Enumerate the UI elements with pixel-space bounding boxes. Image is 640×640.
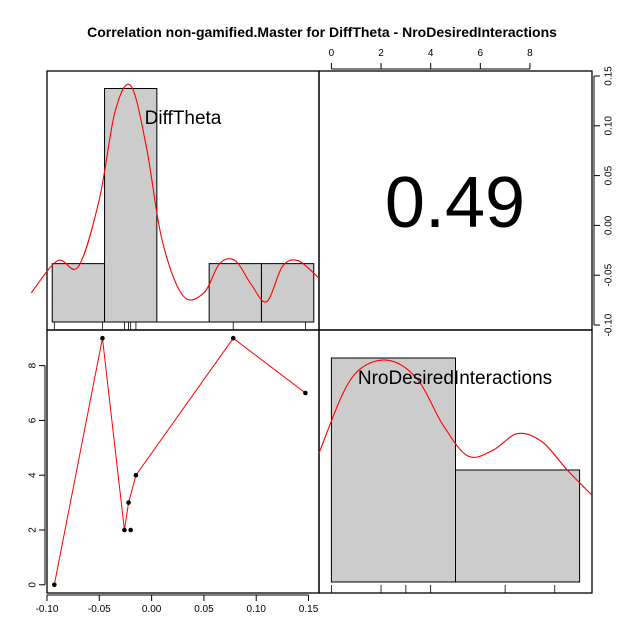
histogram-bar <box>51 263 106 323</box>
tick-label: -0.05 <box>88 604 111 615</box>
tick-label: 8 <box>527 48 533 59</box>
density-curve <box>318 359 593 496</box>
tick-label: 8 <box>28 362 39 368</box>
tick-label: 4 <box>428 48 434 59</box>
tick-label: 4 <box>28 472 39 478</box>
scatter-panel <box>52 335 308 588</box>
desired-interactions-label: NroDesiredInteractions <box>358 368 552 389</box>
panel-bottom-left <box>46 329 320 594</box>
tick-label: 6 <box>28 417 39 423</box>
tick-label: 0.00 <box>604 215 615 235</box>
tick-label: 0 <box>329 48 335 59</box>
tick-label: 2 <box>28 527 39 533</box>
tick-label: 0.15 <box>604 66 615 86</box>
data-point <box>303 390 308 396</box>
chart-title: Correlation non-gamified.Master for Diff… <box>87 24 557 40</box>
tick-label: 6 <box>478 48 484 59</box>
tick-label: 0.15 <box>299 604 319 615</box>
diff-theta-label: DiffTheta <box>145 108 222 129</box>
data-point <box>133 472 139 478</box>
diff-theta-right-axis: -0.10 -0.05 0.00 0.05 0.10 0.15 <box>593 66 615 336</box>
diff-theta-histogram <box>30 83 320 330</box>
panel-bottom-right <box>318 329 593 594</box>
density-curve <box>30 83 320 303</box>
tick-label: -0.10 <box>604 313 615 336</box>
data-point <box>128 527 133 533</box>
correlation-value: 0.49 <box>385 163 525 243</box>
desired-interactions-histogram <box>318 357 593 593</box>
fit-line <box>53 337 306 585</box>
tick-label: 0.05 <box>194 604 214 615</box>
diff-theta-bottom-axis: -0.10 -0.05 0.00 0.05 0.10 0.15 <box>36 594 319 615</box>
data-point <box>230 335 236 341</box>
histogram-bar <box>260 263 315 323</box>
tick-label: 2 <box>378 48 384 59</box>
desired-interactions-top-axis: 0 2 4 6 8 <box>329 48 533 70</box>
data-point <box>100 335 105 341</box>
tick-label: 0.00 <box>142 604 162 615</box>
histogram-bar <box>208 263 262 323</box>
tick-label: 0.10 <box>246 604 266 615</box>
data-point <box>126 500 131 505</box>
tick-label: -0.05 <box>604 263 615 286</box>
tick-label: 0.10 <box>604 116 615 136</box>
histogram-bar <box>455 469 581 583</box>
tick-label: 0 <box>28 582 39 588</box>
data-point <box>122 527 127 533</box>
tick-label: 0.05 <box>604 165 615 185</box>
histogram-bar <box>330 357 456 583</box>
desired-interactions-left-axis: 0 2 4 6 8 <box>28 362 46 588</box>
tick-label: -0.10 <box>36 604 59 615</box>
data-point <box>52 582 57 588</box>
